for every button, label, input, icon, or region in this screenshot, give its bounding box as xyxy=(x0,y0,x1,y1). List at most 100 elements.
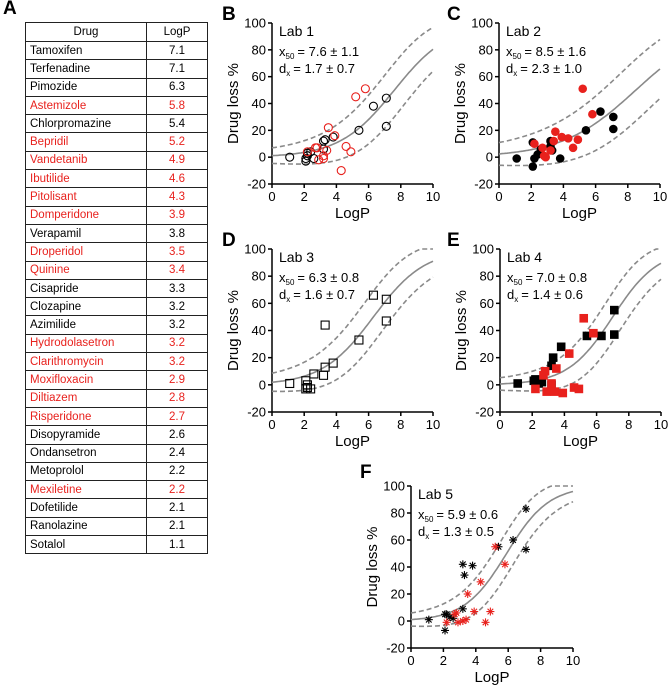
y-tick-label: 40 xyxy=(479,96,493,111)
fit-upper-bound xyxy=(410,485,573,614)
data-point xyxy=(610,330,619,339)
asterisk-stroke xyxy=(425,616,433,623)
y-tick-label: 20 xyxy=(480,350,494,365)
value: = 7.0 ± 0.8 xyxy=(525,270,587,285)
y-tick-label: 80 xyxy=(480,269,494,284)
y-tick-label: 0 xyxy=(487,377,494,392)
fit-upper-bound xyxy=(499,248,661,379)
x-tick-label: 0 xyxy=(268,417,275,432)
data-point xyxy=(552,364,561,373)
x-tick-label: 2 xyxy=(529,417,536,432)
data-point xyxy=(309,153,319,164)
x-tick-label: 2 xyxy=(301,417,308,432)
asterisk-stroke xyxy=(443,611,450,618)
x-tick-label: 4 xyxy=(333,189,340,204)
data-point xyxy=(381,93,391,103)
asterisk-stroke xyxy=(446,613,454,621)
asterisk-stroke xyxy=(477,578,484,586)
data-point xyxy=(509,536,518,544)
x-tick-label: 6 xyxy=(592,189,599,204)
table-row: Astemizole 5.8 xyxy=(25,95,208,116)
drug-name: Ranolazine xyxy=(25,516,147,537)
x-tick-label: 2 xyxy=(440,653,447,668)
fit-lower-bound xyxy=(499,97,661,167)
data-point xyxy=(530,139,539,149)
subscript: 50 xyxy=(514,278,523,287)
data-point xyxy=(336,166,346,176)
x-tick-label: 0 xyxy=(495,189,502,204)
data-point xyxy=(381,121,391,131)
asterisk-stroke xyxy=(464,590,471,598)
lab-title: Lab 2 xyxy=(506,23,541,39)
data-point xyxy=(522,545,531,554)
drug-name: Sotalol xyxy=(25,535,147,555)
drug-name: Verapamil xyxy=(25,223,147,244)
data-point xyxy=(318,153,329,164)
x-tick-label: 8 xyxy=(537,653,544,668)
panel-letter: D xyxy=(222,230,236,251)
data-point xyxy=(322,145,332,156)
y-tick-label: 80 xyxy=(252,42,266,57)
data-point xyxy=(351,92,361,102)
data-point xyxy=(328,132,338,142)
subscript: 50 xyxy=(286,52,295,61)
data-point xyxy=(330,131,340,141)
data-point xyxy=(468,561,477,570)
y-tick-label: 80 xyxy=(391,506,405,521)
y-axis-label: Drug loss % xyxy=(453,290,470,371)
data-point xyxy=(486,607,495,616)
drug-logp: 2.8 xyxy=(146,388,208,408)
x-tick-label: 10 xyxy=(566,653,580,668)
table-row: Hydrodolasetron 3.2 xyxy=(25,333,208,354)
data-point xyxy=(556,342,566,352)
data-point xyxy=(578,84,588,94)
data-point xyxy=(558,388,568,398)
drug-name: Vandetanib xyxy=(25,150,147,171)
subscript: 50 xyxy=(425,515,434,524)
fit-lower-bound xyxy=(272,276,434,393)
y-tick-label: 40 xyxy=(391,560,405,575)
data-point xyxy=(557,132,567,142)
drug-logp: 2.6 xyxy=(146,425,208,445)
data-point xyxy=(442,618,451,627)
y-tick-label: -20 xyxy=(247,177,266,192)
fit-lower-bound xyxy=(271,70,434,165)
table-row: Metoprolol 2.2 xyxy=(25,461,208,482)
data-point xyxy=(551,127,560,136)
drug-logp: 4.3 xyxy=(146,187,208,207)
x50-annotation: x50 = 6.3 ± 0.8 xyxy=(279,270,359,287)
table-row: Ranolazine 2.1 xyxy=(25,516,208,537)
drug-logp: 6.3 xyxy=(146,77,208,97)
symbol: d xyxy=(506,61,513,76)
drug-logp: 3.8 xyxy=(146,223,208,244)
table-row: Vandetanib 4.9 xyxy=(25,150,208,171)
y-tick-label: 60 xyxy=(252,69,266,84)
data-point xyxy=(574,384,584,394)
data-point xyxy=(368,290,378,300)
y-tick-label: 20 xyxy=(479,123,493,138)
data-point xyxy=(609,124,618,134)
asterisk-stroke xyxy=(522,505,530,513)
subscript: x xyxy=(286,69,290,78)
x-tick-label: 10 xyxy=(654,417,668,432)
data-point xyxy=(563,134,573,143)
asterisk-stroke xyxy=(462,616,470,623)
data-point xyxy=(341,141,351,151)
x-tick-label: 6 xyxy=(365,189,372,204)
asterisk-stroke xyxy=(459,561,467,568)
x50-annotation: x50 = 5.9 ± 0.6 xyxy=(418,507,498,524)
data-point xyxy=(568,143,578,153)
dx-annotation: dx = 1.6 ± 0.7 xyxy=(279,287,355,304)
subscript: x xyxy=(513,69,517,78)
data-point xyxy=(513,379,523,388)
table-row: Sotalol 1.1 xyxy=(25,535,208,555)
table-row: Diltiazem 2.8 xyxy=(25,388,208,408)
table-row: Bepridil 5.2 xyxy=(25,132,208,152)
asterisk-stroke xyxy=(482,619,489,626)
y-tick-label: 40 xyxy=(480,323,494,338)
data-point xyxy=(458,604,467,613)
